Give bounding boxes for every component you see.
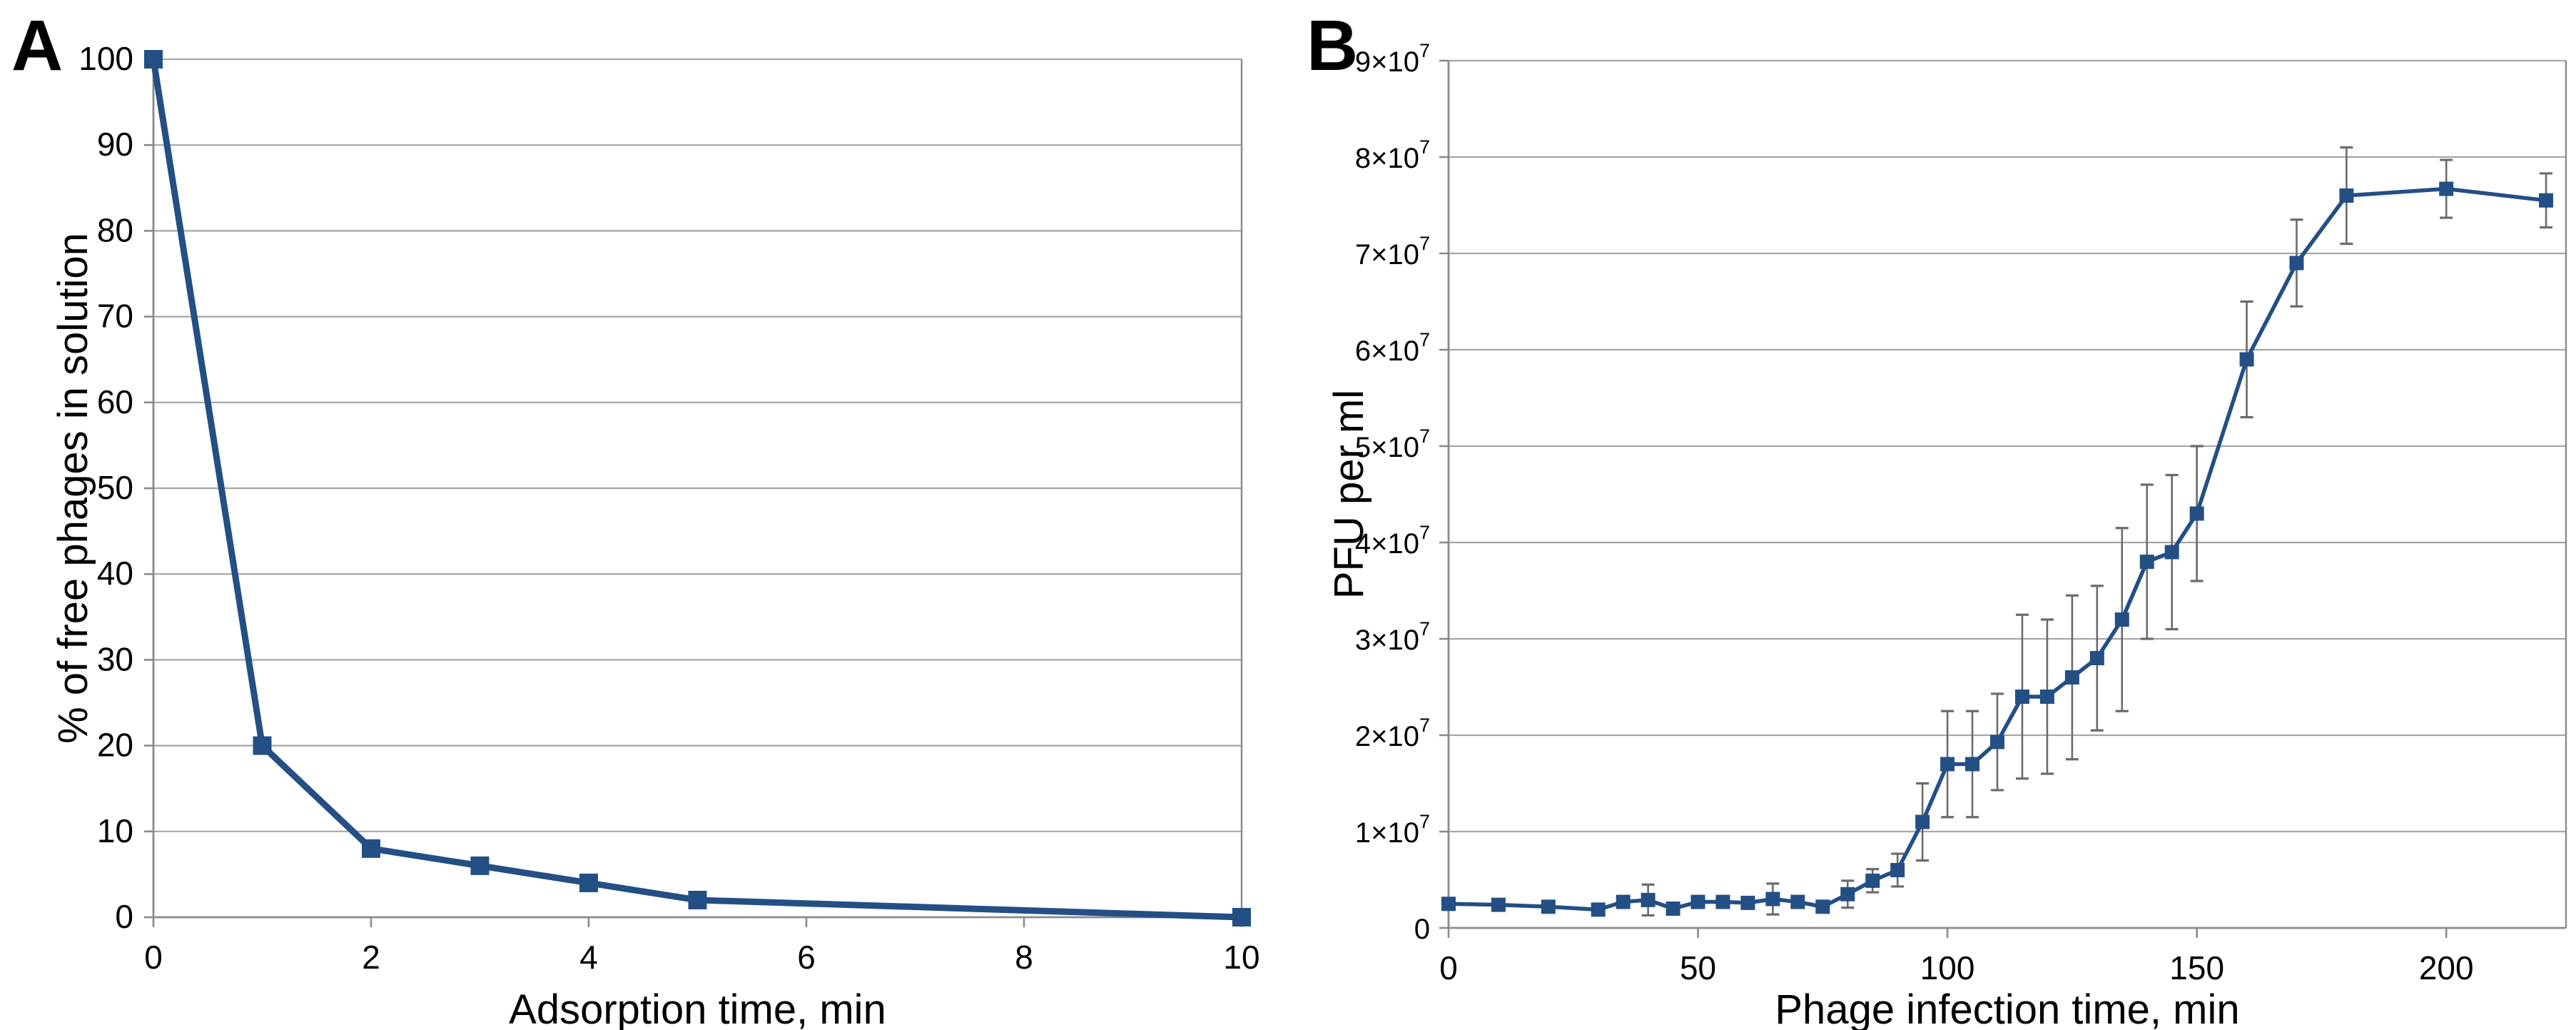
data-point xyxy=(1232,908,1251,927)
y-tick-label: 80 xyxy=(97,211,133,248)
x-tick-label: 50 xyxy=(1680,949,1716,986)
y-tick-label: 100 xyxy=(78,40,133,77)
y-tick-label: 30 xyxy=(97,640,133,677)
y-tick-exponent: 7 xyxy=(1419,233,1430,254)
data-point xyxy=(1690,894,1705,909)
y-tick-label: 50 xyxy=(97,469,133,506)
data-point xyxy=(362,839,380,858)
data-point xyxy=(1665,902,1680,916)
data-point xyxy=(1765,892,1780,907)
data-point xyxy=(688,890,707,909)
y-axis-title: PFU per ml xyxy=(1326,390,1372,599)
data-point xyxy=(253,736,272,755)
y-tick-label: 60 xyxy=(97,383,133,420)
data-point xyxy=(1890,863,1905,877)
chart-canvas-a: 0 10 20 30 40 50 60 70 80 90 100 0 2 4 6 8 10 Adsorption … xyxy=(50,40,1260,1030)
data-point xyxy=(579,873,598,892)
data-point xyxy=(1591,902,1606,917)
x-tick-label: 4 xyxy=(579,939,598,976)
y-axis-title: % of free phages in solution xyxy=(50,233,96,744)
y-tick-label: 9×107 xyxy=(1355,40,1430,78)
data-point xyxy=(2139,555,2154,569)
data-point xyxy=(2439,181,2454,196)
y-tick-exponent: 7 xyxy=(1419,618,1430,640)
data-point xyxy=(2064,670,2079,685)
y-tick-label: 20 xyxy=(97,727,133,764)
data-point xyxy=(1641,892,1655,907)
y-tick-exponent: 7 xyxy=(1419,715,1430,736)
y-tick-exponent: 7 xyxy=(1419,425,1430,447)
data-point xyxy=(1740,895,1755,910)
x-tick-label: 0 xyxy=(144,939,163,976)
y-tick-label: 10 xyxy=(97,812,133,849)
panel-a: A 0 10 20 30 40 50 60 70 80 90 100 0 2 4 6 8 10 Adsorptio… xyxy=(11,6,1260,1030)
y-tick-label: 70 xyxy=(97,298,133,335)
data-point xyxy=(2289,256,2304,271)
data-point xyxy=(1840,887,1855,902)
data-point xyxy=(2014,690,2029,704)
y-tick-label: 90 xyxy=(97,126,133,163)
x-tick-label: 0 xyxy=(1439,949,1458,986)
data-point xyxy=(1616,894,1631,909)
data-point xyxy=(1815,899,1830,914)
data-point xyxy=(2189,506,2204,521)
data-point xyxy=(1790,894,1805,909)
y-tick-exponent: 7 xyxy=(1419,329,1430,350)
x-tick-label: 6 xyxy=(797,939,816,976)
data-point xyxy=(2164,545,2179,560)
y-tick-label: 3×107 xyxy=(1355,618,1430,656)
y-tick-label: 4×107 xyxy=(1355,522,1430,560)
y-tick-label: 7×107 xyxy=(1355,233,1430,271)
data-point xyxy=(144,50,163,69)
y-tick-exponent: 7 xyxy=(1419,522,1430,543)
data-point xyxy=(2239,352,2254,367)
x-tick-label: 10 xyxy=(1223,939,1259,976)
data-point xyxy=(470,856,490,875)
panel-b-chart: 0 1×107 2×107 3×107 4×107 5×107 6×107 7×107 8×10… xyxy=(1288,0,2576,1030)
data-point xyxy=(1441,897,1456,912)
y-tick-exponent: 7 xyxy=(1419,136,1430,158)
y-tick-label: 8×107 xyxy=(1355,136,1430,174)
panel-b-letter: B xyxy=(1307,6,1359,86)
data-point xyxy=(1541,899,1556,914)
data-point xyxy=(1491,897,1506,912)
data-point xyxy=(2539,193,2554,208)
data-point xyxy=(2339,188,2354,203)
data-point xyxy=(2114,612,2129,627)
y-tick-label: 2×107 xyxy=(1355,715,1430,752)
x-tick-label: 200 xyxy=(2419,949,2474,986)
x-tick-label: 2 xyxy=(362,939,380,976)
y-tick-label: 1×107 xyxy=(1355,811,1430,849)
x-tick-label: 100 xyxy=(1920,949,1975,986)
x-axis-title: Adsorption time, min xyxy=(509,986,886,1030)
panel-b: B 0 1×107 2×107 3×107 4×107 5×107 6×107 7×107 8×… xyxy=(1288,0,2576,1030)
x-axis-title: Phage infection time, min xyxy=(1775,986,2239,1030)
y-tick-label: 5×107 xyxy=(1355,425,1430,463)
data-point xyxy=(2039,690,2054,704)
panel-a-chart: 0 10 20 30 40 50 60 70 80 90 100 0 2 4 6 8 10 Adsorption … xyxy=(50,40,1260,1030)
data-point xyxy=(1715,894,1730,909)
data-point xyxy=(1915,814,1930,829)
data-point xyxy=(1940,757,1955,772)
y-tick-exponent: 7 xyxy=(1419,811,1430,832)
y-tick-label: 6×107 xyxy=(1355,329,1430,367)
panel-a-letter: A xyxy=(11,6,64,86)
y-tick-label: 0 xyxy=(1414,914,1430,945)
data-point xyxy=(1990,734,2005,749)
x-tick-label: 8 xyxy=(1015,939,1033,976)
y-tick-exponent: 7 xyxy=(1419,40,1430,61)
x-tick-label: 150 xyxy=(2169,949,2224,986)
chart-canvas-b: 0 1×107 2×107 3×107 4×107 5×107 6×107 7×107 8×10… xyxy=(1326,40,2567,1030)
data-point xyxy=(1965,757,1980,772)
data-point xyxy=(2089,651,2104,665)
data-point xyxy=(1865,873,1880,888)
series-line xyxy=(1446,186,2548,912)
y-tick-label: 40 xyxy=(97,555,133,592)
y-tick-label: 0 xyxy=(115,898,133,935)
